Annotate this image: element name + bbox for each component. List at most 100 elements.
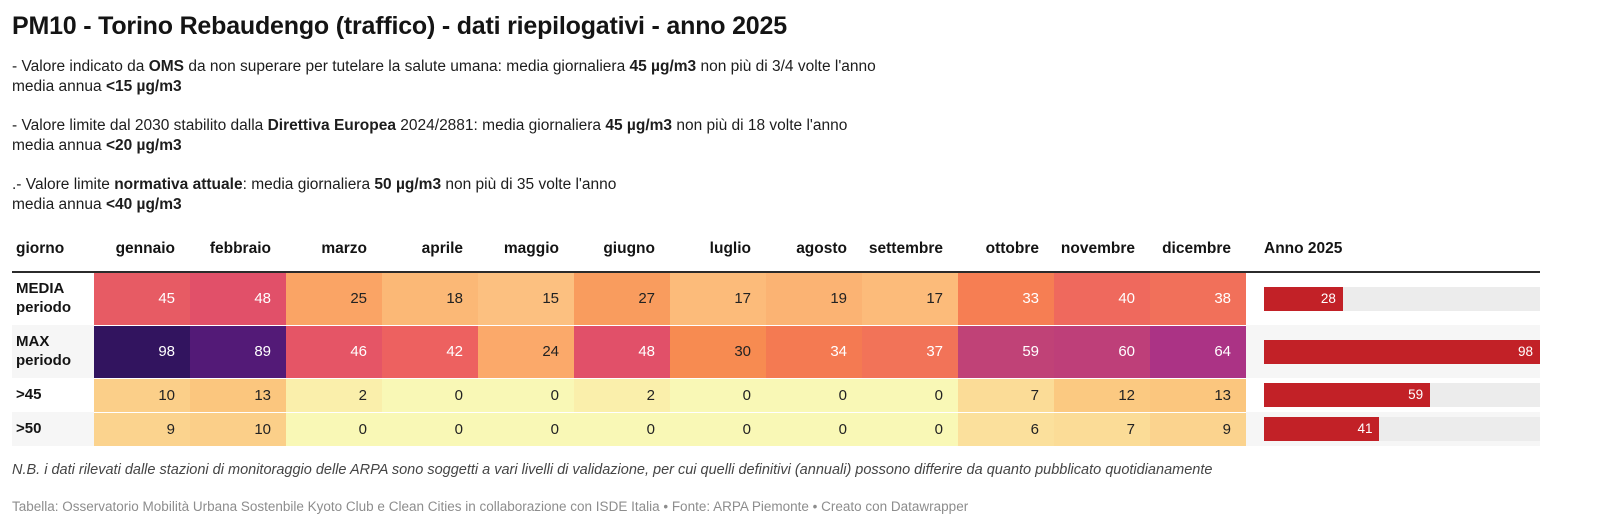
heatmap-cell: 0 xyxy=(382,377,478,412)
column-header-month: luglio xyxy=(670,240,766,273)
heatmap-cell: 33 xyxy=(958,272,1054,325)
note-text: da non superare per tutelare la salute u… xyxy=(184,58,630,75)
bar-value-label: 41 xyxy=(1357,421,1373,436)
column-header-month: aprile xyxy=(382,240,478,273)
note-text: non più di 18 volte l'anno xyxy=(672,117,848,134)
table-header-row: giorno gennaio febbraio marzo aprile mag… xyxy=(12,240,1540,273)
heatmap-cell: 9 xyxy=(94,411,190,446)
note-bold: 50 µg/m3 xyxy=(374,176,442,193)
heatmap-cell: 17 xyxy=(670,272,766,325)
heatmap-cell: 48 xyxy=(190,272,286,325)
heatmap-cell: 15 xyxy=(478,272,574,325)
note-bold: Direttiva Europea xyxy=(267,117,396,134)
heatmap-cell: 64 xyxy=(1150,324,1246,378)
heatmap-cell: 89 xyxy=(190,324,286,378)
note-text: : media giornaliera xyxy=(242,176,375,193)
note-text: media annua xyxy=(12,78,106,95)
heatmap-cell: 0 xyxy=(382,411,478,446)
note-text: media annua xyxy=(12,137,106,154)
note-bold: <20 µg/m3 xyxy=(105,137,182,154)
heatmap-cell: 59 xyxy=(958,324,1054,378)
heatmap-cell: 10 xyxy=(190,411,286,446)
heatmap-cell: 38 xyxy=(1150,272,1246,325)
note-bold: <15 µg/m3 xyxy=(105,78,182,95)
heatmap-cell: 17 xyxy=(862,272,958,325)
note-text: - Valore limite dal 2030 stabilito dalla xyxy=(12,117,268,134)
column-header-month: settembre xyxy=(862,240,958,273)
note-bold: <40 µg/m3 xyxy=(105,196,182,213)
annual-value-bar: 28 xyxy=(1264,287,1343,311)
row-label: MEDIA periodo xyxy=(12,272,94,325)
column-header-giorno: giorno xyxy=(12,240,94,273)
pm10-summary-table: giorno gennaio febbraio marzo aprile mag… xyxy=(12,240,1540,446)
heatmap-cell: 0 xyxy=(574,411,670,446)
heatmap-cell: 0 xyxy=(862,411,958,446)
heatmap-cell: 13 xyxy=(190,377,286,412)
heatmap-cell: 48 xyxy=(574,324,670,378)
heatmap-cell: 9 xyxy=(1150,411,1246,446)
annual-value-bar: 98 xyxy=(1264,339,1540,364)
heatmap-cell: 0 xyxy=(478,377,574,412)
note-direttiva: - Valore limite dal 2030 stabilito dalla… xyxy=(12,116,1586,156)
bar-track: 28 xyxy=(1264,287,1540,311)
note-bold: OMS xyxy=(148,58,185,75)
column-header-month: febbraio xyxy=(190,240,286,273)
column-header-month: agosto xyxy=(766,240,862,273)
heatmap-cell: 0 xyxy=(478,411,574,446)
heatmap-cell: 25 xyxy=(286,272,382,325)
footnote: N.B. i dati rilevati dalle stazioni di m… xyxy=(12,462,1213,478)
bar-value-label: 59 xyxy=(1408,387,1424,402)
table-row: MEDIA periodo 45 48 25 18 15 27 17 19 17 33 40 38 28 xyxy=(12,272,1540,325)
heatmap-cell: 45 xyxy=(94,272,190,325)
heatmap-cell: 0 xyxy=(766,411,862,446)
heatmap-cell: 18 xyxy=(382,272,478,325)
heatmap-cell: 46 xyxy=(286,324,382,378)
note-bold: 45 µg/m3 xyxy=(629,58,697,75)
heatmap-cell: 10 xyxy=(94,377,190,412)
heatmap-cell: 98 xyxy=(94,324,190,378)
bar-value-label: 98 xyxy=(1517,343,1533,359)
heatmap-cell: 6 xyxy=(958,411,1054,446)
note-text: non più di 35 volte l'anno xyxy=(441,176,617,193)
note-bold: 45 µg/m3 xyxy=(605,117,673,134)
table-row: MAX periodo 98 89 46 42 24 48 30 34 37 59 60 64 98 xyxy=(12,324,1540,378)
column-header-month: maggio xyxy=(478,240,574,273)
table-body: MEDIA periodo 45 48 25 18 15 27 17 19 17 33 40 38 28 M… xyxy=(12,272,1540,446)
annual-bar-cell: 59 xyxy=(1246,378,1540,412)
annual-bar-cell: 41 xyxy=(1246,412,1540,446)
column-header-month: dicembre xyxy=(1150,240,1246,273)
heatmap-cell: 12 xyxy=(1054,377,1150,412)
bar-value-label: 28 xyxy=(1320,291,1336,306)
heatmap-cell: 0 xyxy=(670,411,766,446)
heatmap-cell: 13 xyxy=(1150,377,1246,412)
note-text: 2024/2881: media giornaliera xyxy=(395,117,606,134)
heatmap-cell: 2 xyxy=(574,377,670,412)
heatmap-cell: 27 xyxy=(574,272,670,325)
heatmap-cell: 24 xyxy=(478,324,574,378)
heatmap-cell: 19 xyxy=(766,272,862,325)
credits: Tabella: Osservatorio Mobilità Urbana So… xyxy=(12,499,969,514)
row-label: MAX periodo xyxy=(12,325,94,378)
note-text: non più di 3/4 volte l'anno xyxy=(696,58,876,75)
heatmap-cell: 0 xyxy=(766,377,862,412)
heatmap-cell: 30 xyxy=(670,324,766,378)
annual-bar-cell: 28 xyxy=(1246,272,1540,325)
note-normativa: .- Valore limite normativa attuale: medi… xyxy=(12,175,1586,215)
page-title: PM10 - Torino Rebaudengo (traffico) - da… xyxy=(12,12,787,40)
heatmap-cell: 34 xyxy=(766,324,862,378)
column-header-month: gennaio xyxy=(94,240,190,273)
heatmap-cell: 37 xyxy=(862,324,958,378)
heatmap-cell: 0 xyxy=(286,411,382,446)
heatmap-cell: 7 xyxy=(1054,411,1150,446)
column-header-month: novembre xyxy=(1054,240,1150,273)
column-header-anno: Anno 2025 xyxy=(1246,240,1540,273)
annual-bar-cell: 98 xyxy=(1246,325,1540,378)
note-oms: - Valore indicato da OMS da non superare… xyxy=(12,57,1586,97)
annual-value-bar: 59 xyxy=(1264,383,1431,407)
note-bold: normativa attuale xyxy=(114,176,243,193)
heatmap-cell: 42 xyxy=(382,324,478,378)
table-row: >50 9 10 0 0 0 0 0 0 0 6 7 9 41 xyxy=(12,411,1540,446)
bar-track: 98 xyxy=(1264,339,1540,364)
row-label: >45 xyxy=(12,378,94,412)
row-label: >50 xyxy=(12,412,94,446)
